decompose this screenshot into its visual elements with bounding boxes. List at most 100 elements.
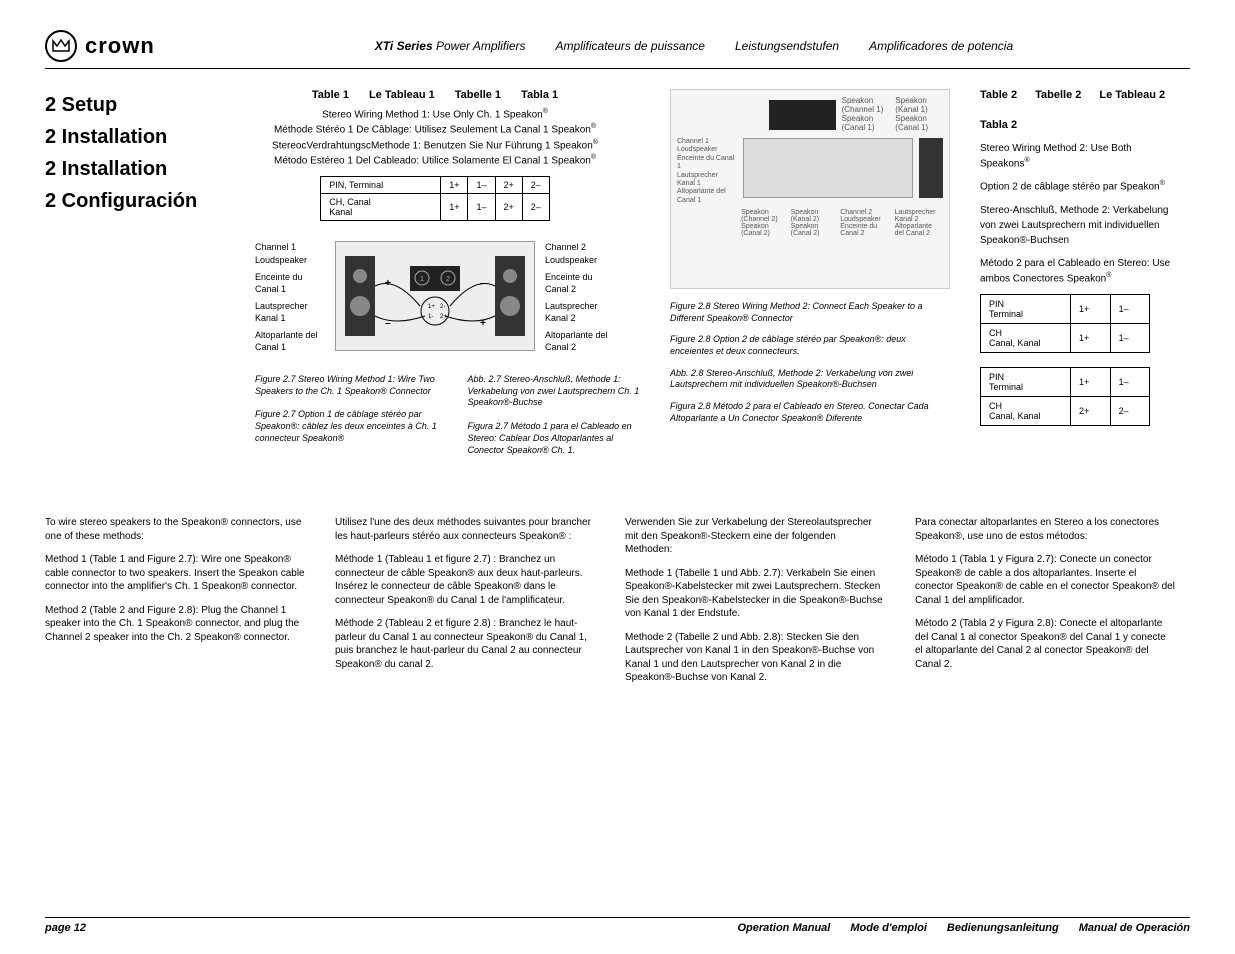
table1-desc: Stereo Wiring Method 1: Use Only Ch. 1 S… <box>255 107 615 168</box>
t1-en: Table 1 <box>312 89 349 101</box>
t2-fr: Le Tableau 2 <box>1099 89 1165 101</box>
p: Verwenden Sie zur Verkabelung der Stereo… <box>625 516 885 557</box>
p: Method 2 (Table 2 and Figure 2.8): Plug … <box>45 604 305 645</box>
body-en: To wire stereo speakers to the Speakon® … <box>45 516 305 695</box>
page-header: crown XTi Series Power Amplifiers Amplif… <box>45 30 1190 69</box>
table-row: CH Canal, Kanal 1+ 1– <box>981 323 1150 352</box>
lbl: Speakon (Kanal 2) <box>791 209 835 223</box>
footer-en: Operation Manual <box>737 922 830 934</box>
body-es: Para conectar altoparlantes en Stereo a … <box>915 516 1175 695</box>
table2a: PIN Terminal 1+ 1– CH Canal, Kanal 1+ 1– <box>980 294 1150 353</box>
table-row: PIN Terminal 1+ 1– <box>981 294 1150 323</box>
p: Para conectar altoparlantes en Stereo a … <box>915 516 1175 543</box>
t1-de: Tabelle 1 <box>455 89 501 101</box>
logo-text: crown <box>85 33 155 59</box>
table2-titles: Table 2 Tabelle 2 Le Tableau 2 Tabla 2 <box>980 89 1180 131</box>
p: Método 1 (Tabla 1 y Figura 2.7): Conecte… <box>915 553 1175 607</box>
p: To wire stereo speakers to the Speakon® … <box>45 516 305 543</box>
cell: 2– <box>522 194 549 221</box>
t2-en: Table 2 <box>980 89 1017 101</box>
lbl: Speakon (Canal 2) <box>791 223 835 237</box>
svg-text:1: 1 <box>420 276 424 283</box>
cell: 1+ <box>1071 294 1111 323</box>
cell: 2+ <box>495 177 522 194</box>
table-row: CH, Canal Kanal 1+ 1– 2+ 2– <box>321 194 550 221</box>
footer-de: Bedienungsanleitung <box>947 922 1059 934</box>
cell: 1+ <box>441 194 468 221</box>
svg-text:1+: 1+ <box>428 304 435 310</box>
page-number: page 12 <box>45 922 86 934</box>
svg-text:+: + <box>385 278 391 289</box>
t1-desc-en: Stereo Wiring Method 1: Use Only Ch. 1 S… <box>255 107 615 122</box>
svg-text:+: + <box>480 318 486 329</box>
lbl: Channel 2 Loudspeaker <box>545 241 615 266</box>
header-fr: Amplificateurs de puissance <box>556 39 705 53</box>
fig27-es: Figura 2.7 Método 1 para el Cableado en … <box>468 421 651 456</box>
table-row: PIN Terminal 1+ 1– <box>981 367 1150 396</box>
t1-r2-label: CH, Canal Kanal <box>321 194 441 221</box>
t2-desc-en: Stereo Wiring Method 2: Use Both Speakon… <box>980 141 1180 171</box>
lbl: PIN Terminal <box>981 294 1071 323</box>
svg-text:1-: 1- <box>428 314 433 320</box>
t2-desc-de: Stereo-Anschluß, Methode 2: Verkabelung … <box>980 203 1180 248</box>
body-text: To wire stereo speakers to the Speakon® … <box>45 516 1190 695</box>
svg-text:2+: 2+ <box>440 314 447 320</box>
section-titles: 2 Setup 2 Installation 2 Installation 2 … <box>45 89 235 217</box>
cell: 2– <box>522 177 549 194</box>
t1-desc-de: StereocVerdrahtungscMethode 1: Benutzen … <box>255 138 615 153</box>
t1-desc-fr: Méthode Stéréo 1 De Câblage: Utilisez Se… <box>255 122 615 137</box>
footer-es: Manual de Operación <box>1079 922 1190 934</box>
svg-text:–: – <box>480 278 486 289</box>
crown-logo-icon <box>45 30 77 62</box>
lbl: Speakon (Canal 1) <box>895 114 943 132</box>
lbl: Speakon (Canal 2) <box>741 223 785 237</box>
lbl: Speakon (Channel 1) <box>842 96 890 114</box>
table2b: PIN Terminal 1+ 1– CH Canal, Kanal 2+ 2– <box>980 367 1150 426</box>
lbl: Lautsprecher Kanal 2 <box>545 300 615 325</box>
p: Method 1 (Table 1 and Figure 2.7): Wire … <box>45 553 305 594</box>
lbl: Altoparlante del Canal 1 <box>255 329 325 354</box>
page-footer: page 12 Operation Manual Mode d'emploi B… <box>45 917 1190 934</box>
p: Methode 2 (Tabelle 2 und Abb. 2.8): Stec… <box>625 631 885 685</box>
fig27-fr: Figure 2.7 Option 1 de câblage stéréo pa… <box>255 409 438 444</box>
t2-desc-es: Método 2 para el Cableado en Stereo: Use… <box>980 256 1180 286</box>
header-series: XTi Series Power Amplifiers <box>375 39 526 53</box>
fig28-de: Abb. 2.8 Stereo-Anschluß, Methode 2: Ver… <box>670 368 950 391</box>
lbl: Channel 1 Loudspeaker <box>255 241 325 266</box>
p: Méthode 2 (Tableau 2 et figure 2.8) : Br… <box>335 617 595 671</box>
fig28-fr: Figure 2.8 Option 2 de câblage stéréo pa… <box>670 334 950 357</box>
cell: 1– <box>1110 294 1149 323</box>
lbl: Enceinte du Canal 1 <box>677 155 737 172</box>
fig27-captions: Figure 2.7 Stereo Wiring Method 1: Wire … <box>255 366 650 456</box>
cell: 1– <box>468 194 495 221</box>
cell: 1+ <box>1071 367 1111 396</box>
header-es: Amplificadores de potencia <box>869 39 1013 53</box>
diagram-2-7: 1 2 1+2- 1-2+ + – – + <box>335 241 535 351</box>
lbl: CH Canal, Kanal <box>981 396 1071 425</box>
lbl: Speakon (Kanal 1) <box>895 96 943 114</box>
nav-en: 2 Setup <box>45 89 235 121</box>
table-row: PIN, Terminal 1+ 1– 2+ 2– <box>321 177 550 194</box>
cell: 2+ <box>1071 396 1111 425</box>
lbl: Enceinte du Canal 2 <box>545 271 615 296</box>
fig27-en: Figure 2.7 Stereo Wiring Method 1: Wire … <box>255 374 438 397</box>
cell: 1+ <box>1071 323 1111 352</box>
lbl: Channel 1 Loudspeaker <box>677 138 737 155</box>
table1-titles: Table 1 Le Tableau 1 Tabelle 1 Tabla 1 <box>255 89 615 101</box>
cell: 1– <box>1110 323 1149 352</box>
svg-text:–: – <box>385 318 391 329</box>
lbl: Channel 2 Loudspeaker <box>840 209 888 223</box>
lbl: Speakon (Channel 2) <box>741 209 785 223</box>
figure-2-8-diagram: Speakon (Channel 1) Speakon (Canal 1) Sp… <box>670 89 950 289</box>
lbl: Altoparlante del Canal 1 <box>677 188 737 205</box>
cell: 2+ <box>495 194 522 221</box>
t1-fr: Le Tableau 1 <box>369 89 435 101</box>
lbl: Altoparlante del Canal 2 <box>895 223 943 237</box>
lbl: Altoparlante del Canal 2 <box>545 329 615 354</box>
ch2-labels: Channel 2 Loudspeaker Enceinte du Canal … <box>545 241 615 358</box>
cell: 1– <box>468 177 495 194</box>
header-titles: XTi Series Power Amplifiers Amplificateu… <box>375 39 1013 53</box>
fig28-en: Figure 2.8 Stereo Wiring Method 2: Conne… <box>670 301 950 324</box>
table1: PIN, Terminal 1+ 1– 2+ 2– CH, Canal Kana… <box>320 176 550 221</box>
p: Méthode 1 (Tableau 1 et figure 2.7) : Br… <box>335 553 595 607</box>
